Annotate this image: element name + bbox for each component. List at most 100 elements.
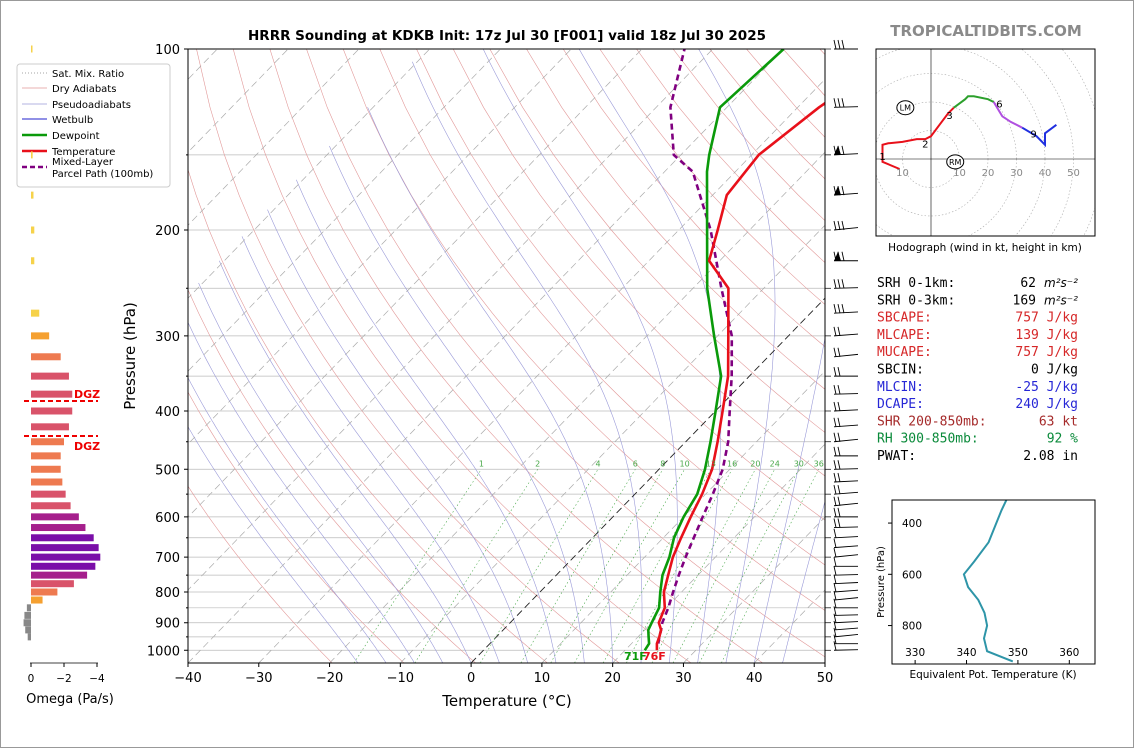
wind-barb-feather [833, 528, 837, 538]
legend-label: Sat. Mix. Ratio [52, 69, 124, 80]
index-value: 0 J/kg [1031, 363, 1078, 378]
mixing-ratio-label: 20 [750, 459, 760, 468]
wind-barb [833, 401, 859, 412]
omega-bar [31, 45, 33, 53]
index-label: MUCAPE: [877, 345, 932, 360]
dry-adiabat-line [196, 49, 620, 663]
wind-barb-feather [833, 507, 837, 517]
hodograph-trace [1021, 123, 1057, 148]
mixing-ratio-line [480, 469, 599, 663]
omega-bar [31, 257, 35, 265]
wind-barb-feather [837, 98, 841, 108]
x-axis-label: Temperature (°C) [441, 692, 571, 710]
wind-barb-feather [841, 39, 845, 50]
wind-barb [833, 446, 858, 457]
wind-barb-feather [837, 518, 841, 528]
dry-adiabat-line [819, 49, 825, 56]
skewt-frame [187, 48, 826, 664]
index-label: SRH 0-1km: [877, 276, 955, 291]
dry-adiabat-line [379, 49, 825, 566]
mixing-ratio-label: 6 [633, 459, 638, 468]
wind-barb-feather [833, 304, 837, 314]
x-tick-label: 0 [467, 671, 475, 686]
wind-barb-shaft [833, 353, 859, 358]
mixing-ratio-line [699, 469, 800, 663]
omega-bar [31, 309, 40, 317]
legend-label: Dry Adiabats [52, 84, 116, 95]
surface-temperature-label: 76F [643, 650, 666, 663]
dry-adiabat-line [306, 49, 825, 658]
index-value: 169 [1013, 293, 1036, 308]
pseudoadiabat-line [698, 49, 776, 663]
wind-barb [833, 347, 859, 358]
wind-barb-feather [837, 432, 841, 442]
pseudoadiabat-line [188, 321, 415, 663]
x-tick-label: −30 [245, 671, 272, 686]
wind-barb-feather [841, 304, 845, 314]
storm-motion-marker [946, 154, 965, 170]
pseudoadiabat-line [753, 335, 825, 663]
omega-bar [25, 626, 31, 634]
pseudoadiabat-line [188, 377, 387, 663]
wind-barb-pennant [834, 145, 841, 155]
hodograph-height-label: 2 [922, 139, 928, 150]
legend-label: Wetbulb [52, 115, 93, 126]
omega-bar [24, 611, 31, 619]
wind-barb-feather [837, 446, 841, 456]
y-tick-label: 100 [155, 43, 180, 58]
wind-barb-feather [833, 472, 837, 483]
index-value: 63 kt [1039, 414, 1078, 429]
legend-label: Parcel Path (100mb) [52, 169, 153, 180]
legend-label: Dewpoint [52, 131, 100, 142]
omega-panel: 0 −2 −4 Omega (Pa/s) DGZ DGZ [23, 45, 114, 707]
wind-barb-feather [833, 518, 837, 528]
index-label: MLCAPE: [877, 328, 932, 343]
y-tick-label: 900 [155, 617, 180, 632]
wind-barb-feather [837, 220, 841, 231]
omega-bar [26, 604, 31, 612]
x-tick-label: 40 [746, 671, 763, 686]
wind-barb-feather [833, 367, 837, 377]
wind-barb-shaft [833, 526, 859, 528]
hodograph-ring-label: 40 [1039, 168, 1052, 179]
hodograph-ring-label: 20 [982, 168, 995, 179]
index-value: 139 J/kg [1015, 328, 1078, 343]
dgz-label-top: DGZ [74, 388, 100, 401]
wind-barb-feather [833, 566, 837, 576]
pseudoadiabat-line [367, 107, 613, 663]
chart-title: HRRR Sounding at KDKB Init: 17z Jul 30 [… [248, 28, 766, 44]
wind-barb [833, 613, 859, 624]
storm-motion-label: RM [949, 158, 962, 167]
wind-barb [833, 385, 859, 395]
mixing-ratio-line [353, 469, 482, 663]
wind-barb-shaft [833, 287, 859, 289]
theta-e-x-label: Equivalent Pot. Temperature (K) [909, 669, 1076, 681]
wind-barb-shaft [833, 574, 859, 576]
mixing-ratio-line [574, 469, 685, 663]
wind-barb-feather [833, 538, 837, 548]
series-line-parcel-path [657, 49, 734, 644]
mixing-ratio-label: 2 [535, 459, 540, 468]
omega-bar [31, 490, 66, 498]
hodograph-ring-label: 50 [1067, 168, 1080, 179]
wind-barb [833, 251, 858, 262]
indices-table: SRH 0-1km: 62 m²s⁻² SRH 0-3km: 169 m²s⁻² SBCAP… [877, 276, 1078, 464]
mixing-ratio-label: 30 [794, 459, 804, 468]
index-label: MLCIN: [877, 380, 924, 395]
wind-barb-feather [837, 417, 841, 427]
omega-bar [31, 332, 50, 340]
dry-adiabat-line [232, 49, 692, 663]
wind-barb-feather [833, 39, 837, 50]
wind-barb-feather [833, 417, 837, 427]
omega-tick-label: 0 [28, 673, 35, 685]
dry-adiabat-line [188, 391, 405, 663]
x-tick-label: 50 [817, 671, 834, 686]
wind-barb-feather [841, 220, 845, 231]
wind-barb [833, 634, 858, 645]
storm-motion-marker [896, 100, 915, 116]
omega-bar [31, 562, 96, 570]
index-value: 240 J/kg [1015, 397, 1078, 412]
dry-adiabat-line [599, 49, 825, 305]
hodograph-ring-label: 10 [953, 168, 966, 179]
